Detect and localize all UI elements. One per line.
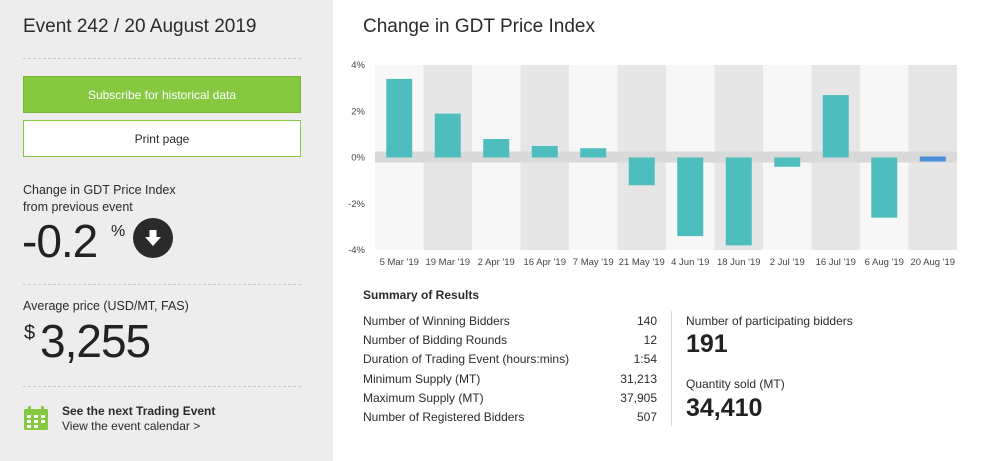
chart-bar (580, 148, 607, 158)
change-value: -0.2 (22, 215, 98, 267)
summary-row: Number of Registered Bidders 507 (363, 407, 657, 426)
subscribe-button[interactable]: Subscribe for historical data (23, 76, 301, 113)
event-calendar-link[interactable]: View the event calendar > (62, 419, 201, 433)
chart-bar (483, 139, 510, 158)
row-value: 140 (636, 314, 657, 328)
change-label: Change in GDT Price Index from previous … (23, 182, 223, 216)
x-tick-label: 5 Mar '19 (380, 257, 419, 268)
event-sidebar: Event 242 / 20 August 2019 Subscribe for… (0, 0, 333, 461)
down-arrow-icon (133, 218, 173, 258)
row-label: Number of Registered Bidders (363, 409, 525, 424)
summary-row: Minimum Supply (MT) 31,213 (363, 369, 657, 388)
divider (671, 311, 672, 426)
y-tick-label: -4% (348, 245, 365, 256)
participating-bidders-value: 191 (686, 330, 728, 358)
chart-bar (628, 157, 655, 186)
divider (23, 58, 301, 59)
summary-row: Number of Winning Bidders 140 (363, 311, 657, 330)
next-event-title: See the next Trading Event (62, 404, 216, 418)
row-value: 31,213 (620, 371, 657, 386)
zero-line (375, 151, 957, 163)
divider (23, 386, 301, 387)
x-tick-label: 19 Mar '19 (425, 257, 470, 268)
x-tick-label: 21 May '19 (619, 257, 665, 268)
change-label-line1: Change in GDT Price Index (23, 183, 176, 197)
summary-title: Summary of Results (363, 288, 480, 302)
x-tick-label: 6 Aug '19 (865, 257, 904, 268)
summary-row: Duration of Trading Event (hours:mins) 1:… (363, 349, 657, 368)
row-label: Number of Winning Bidders (363, 314, 510, 328)
chart-bar (871, 157, 898, 218)
average-price-value: 3,255 (40, 315, 151, 367)
row-value: 507 (636, 409, 657, 424)
row-value: 37,905 (620, 390, 657, 405)
x-tick-label: 2 Apr '19 (478, 257, 515, 268)
y-tick-label: -2% (348, 199, 365, 210)
x-tick-label: 20 Aug '19 (910, 257, 955, 268)
chart-bar (531, 145, 558, 158)
calendar-icon[interactable] (23, 405, 49, 431)
chart-bar (774, 157, 801, 167)
divider (23, 284, 301, 285)
average-price-label: Average price (USD/MT, FAS) (23, 299, 189, 313)
chart-bar (919, 156, 946, 162)
x-tick-label: 16 Jul '19 (816, 257, 856, 268)
summary-row: Maximum Supply (MT) 37,905 (363, 388, 657, 407)
print-page-button[interactable]: Print page (23, 120, 301, 157)
x-tick-label: 18 Jun '19 (717, 257, 761, 268)
chart-bar (386, 78, 413, 158)
chart-bar (677, 157, 704, 237)
x-tick-label: 2 Jul '19 (770, 257, 805, 268)
quantity-sold-label: Quantity sold (MT) (686, 377, 785, 391)
row-label: Maximum Supply (MT) (363, 390, 484, 405)
chart-title: Change in GDT Price Index (363, 16, 595, 37)
x-tick-label: 7 May '19 (573, 257, 614, 268)
quantity-sold-value: 34,410 (686, 394, 763, 422)
y-tick-label: 4% (351, 60, 365, 71)
change-unit: % (111, 223, 126, 240)
row-value: 12 (643, 333, 657, 348)
summary-row: Number of Bidding Rounds 12 (363, 330, 657, 349)
change-label-line2: from previous event (23, 200, 133, 214)
x-tick-label: 4 Jun '19 (671, 257, 709, 268)
currency-symbol: $ (24, 322, 36, 344)
row-label: Number of Bidding Rounds (363, 333, 508, 348)
price-index-chart: 4% 2% 0% -2% -4% 5 Mar '19 19 Mar '19 2 Apr '19… (348, 60, 957, 268)
row-label: Minimum Supply (MT) (363, 371, 481, 386)
y-tick-label: 2% (351, 106, 365, 117)
chart-bar (725, 157, 752, 246)
y-tick-label: 0% (351, 153, 365, 164)
row-label: Duration of Trading Event (hours:mins) (363, 352, 570, 367)
event-title: Event 242 / 20 August 2019 (23, 16, 257, 37)
chart-bar (822, 95, 849, 158)
summary-table: Number of Winning Bidders 140 Number of B… (363, 311, 657, 426)
chart-bar (434, 113, 461, 158)
participating-bidders-label: Number of participating bidders (686, 314, 853, 328)
row-value: 1:54 (633, 352, 657, 367)
x-tick-label: 16 Apr '19 (524, 257, 567, 268)
